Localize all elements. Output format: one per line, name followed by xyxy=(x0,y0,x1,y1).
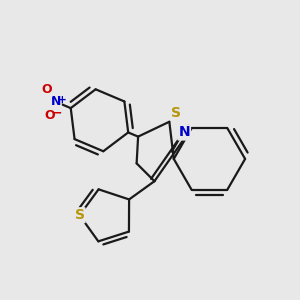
Text: N: N xyxy=(178,125,190,140)
Text: S: S xyxy=(75,208,85,222)
Text: N: N xyxy=(50,95,61,108)
Text: O: O xyxy=(45,109,55,122)
Text: O: O xyxy=(41,83,52,96)
Text: +: + xyxy=(58,95,67,105)
Text: S: S xyxy=(171,106,181,120)
Text: −: − xyxy=(52,106,63,120)
